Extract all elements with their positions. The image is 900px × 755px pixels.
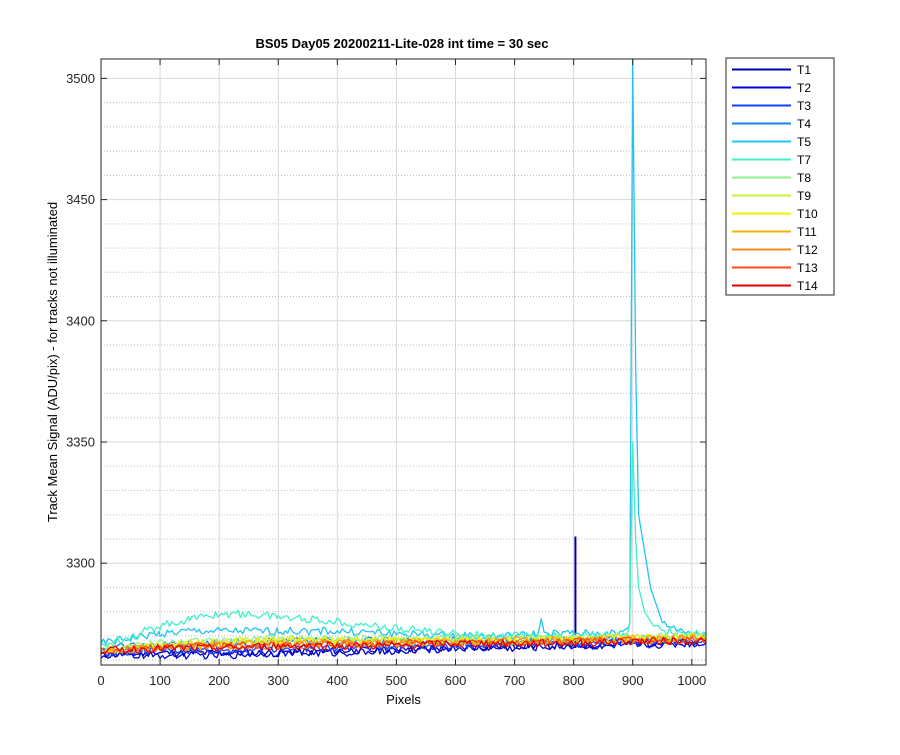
x-tick-label: 1000 [677,673,706,688]
x-tick-label: 700 [504,673,526,688]
x-tick-label: 600 [445,673,467,688]
legend-items: T1 T2 T3 T4 T5 T7 T8 T9 T10 T11 T12 T13 T14 [732,63,818,293]
x-tick-label: 100 [149,673,171,688]
x-tick-label: 900 [622,673,644,688]
legend-label-t12: T12 [797,243,818,257]
legend-label-t5: T5 [797,135,811,149]
legend-label-t2: T2 [797,81,811,95]
legend-label-t1: T1 [797,63,811,77]
x-tick-label: 200 [208,673,230,688]
grid-lines [100,59,706,665]
x-tick-label: 800 [563,673,585,688]
x-tick-label: 0 [97,673,104,688]
series-line-t14 [100,636,707,654]
chart-title: BS05 Day05 20200211-Lite-028 int time = … [255,36,548,51]
legend-label-t10: T10 [797,207,818,221]
y-tick-label: 3300 [66,556,95,571]
legend-label-t14: T14 [797,279,818,293]
series-lines [100,58,707,660]
x-axis-label: Pixels [386,692,421,707]
series-line-t7 [100,441,707,647]
legend-label-t7: T7 [797,153,811,167]
legend-label-t8: T8 [797,171,811,185]
y-tick-label: 3450 [66,192,95,207]
legend: T1 T2 T3 T4 T5 T7 T8 T9 T10 T11 T12 T13 T14 [725,57,835,296]
x-tick-label: 500 [386,673,408,688]
x-tick-label: 300 [267,673,289,688]
plot-frame [100,58,707,666]
series-line-t9 [100,632,707,653]
legend-label-t4: T4 [797,117,811,131]
series-line-t2 [100,640,707,660]
legend-label-t3: T3 [797,99,811,113]
y-axis-label: Track Mean Signal (ADU/pix) - for tracks… [45,202,60,522]
legend-label-t13: T13 [797,261,818,275]
series-line-t5 [100,58,707,646]
legend-label-t9: T9 [797,189,811,203]
legend-label-t11: T11 [797,225,817,239]
axis-ticks: 0 100 200 300 400 500 600 700 800 900 1000 3300 3350… [66,59,706,688]
y-tick-label: 3350 [66,434,95,449]
y-tick-label: 3400 [66,313,95,328]
y-tick-label: 3500 [66,71,95,86]
x-tick-label: 400 [326,673,348,688]
